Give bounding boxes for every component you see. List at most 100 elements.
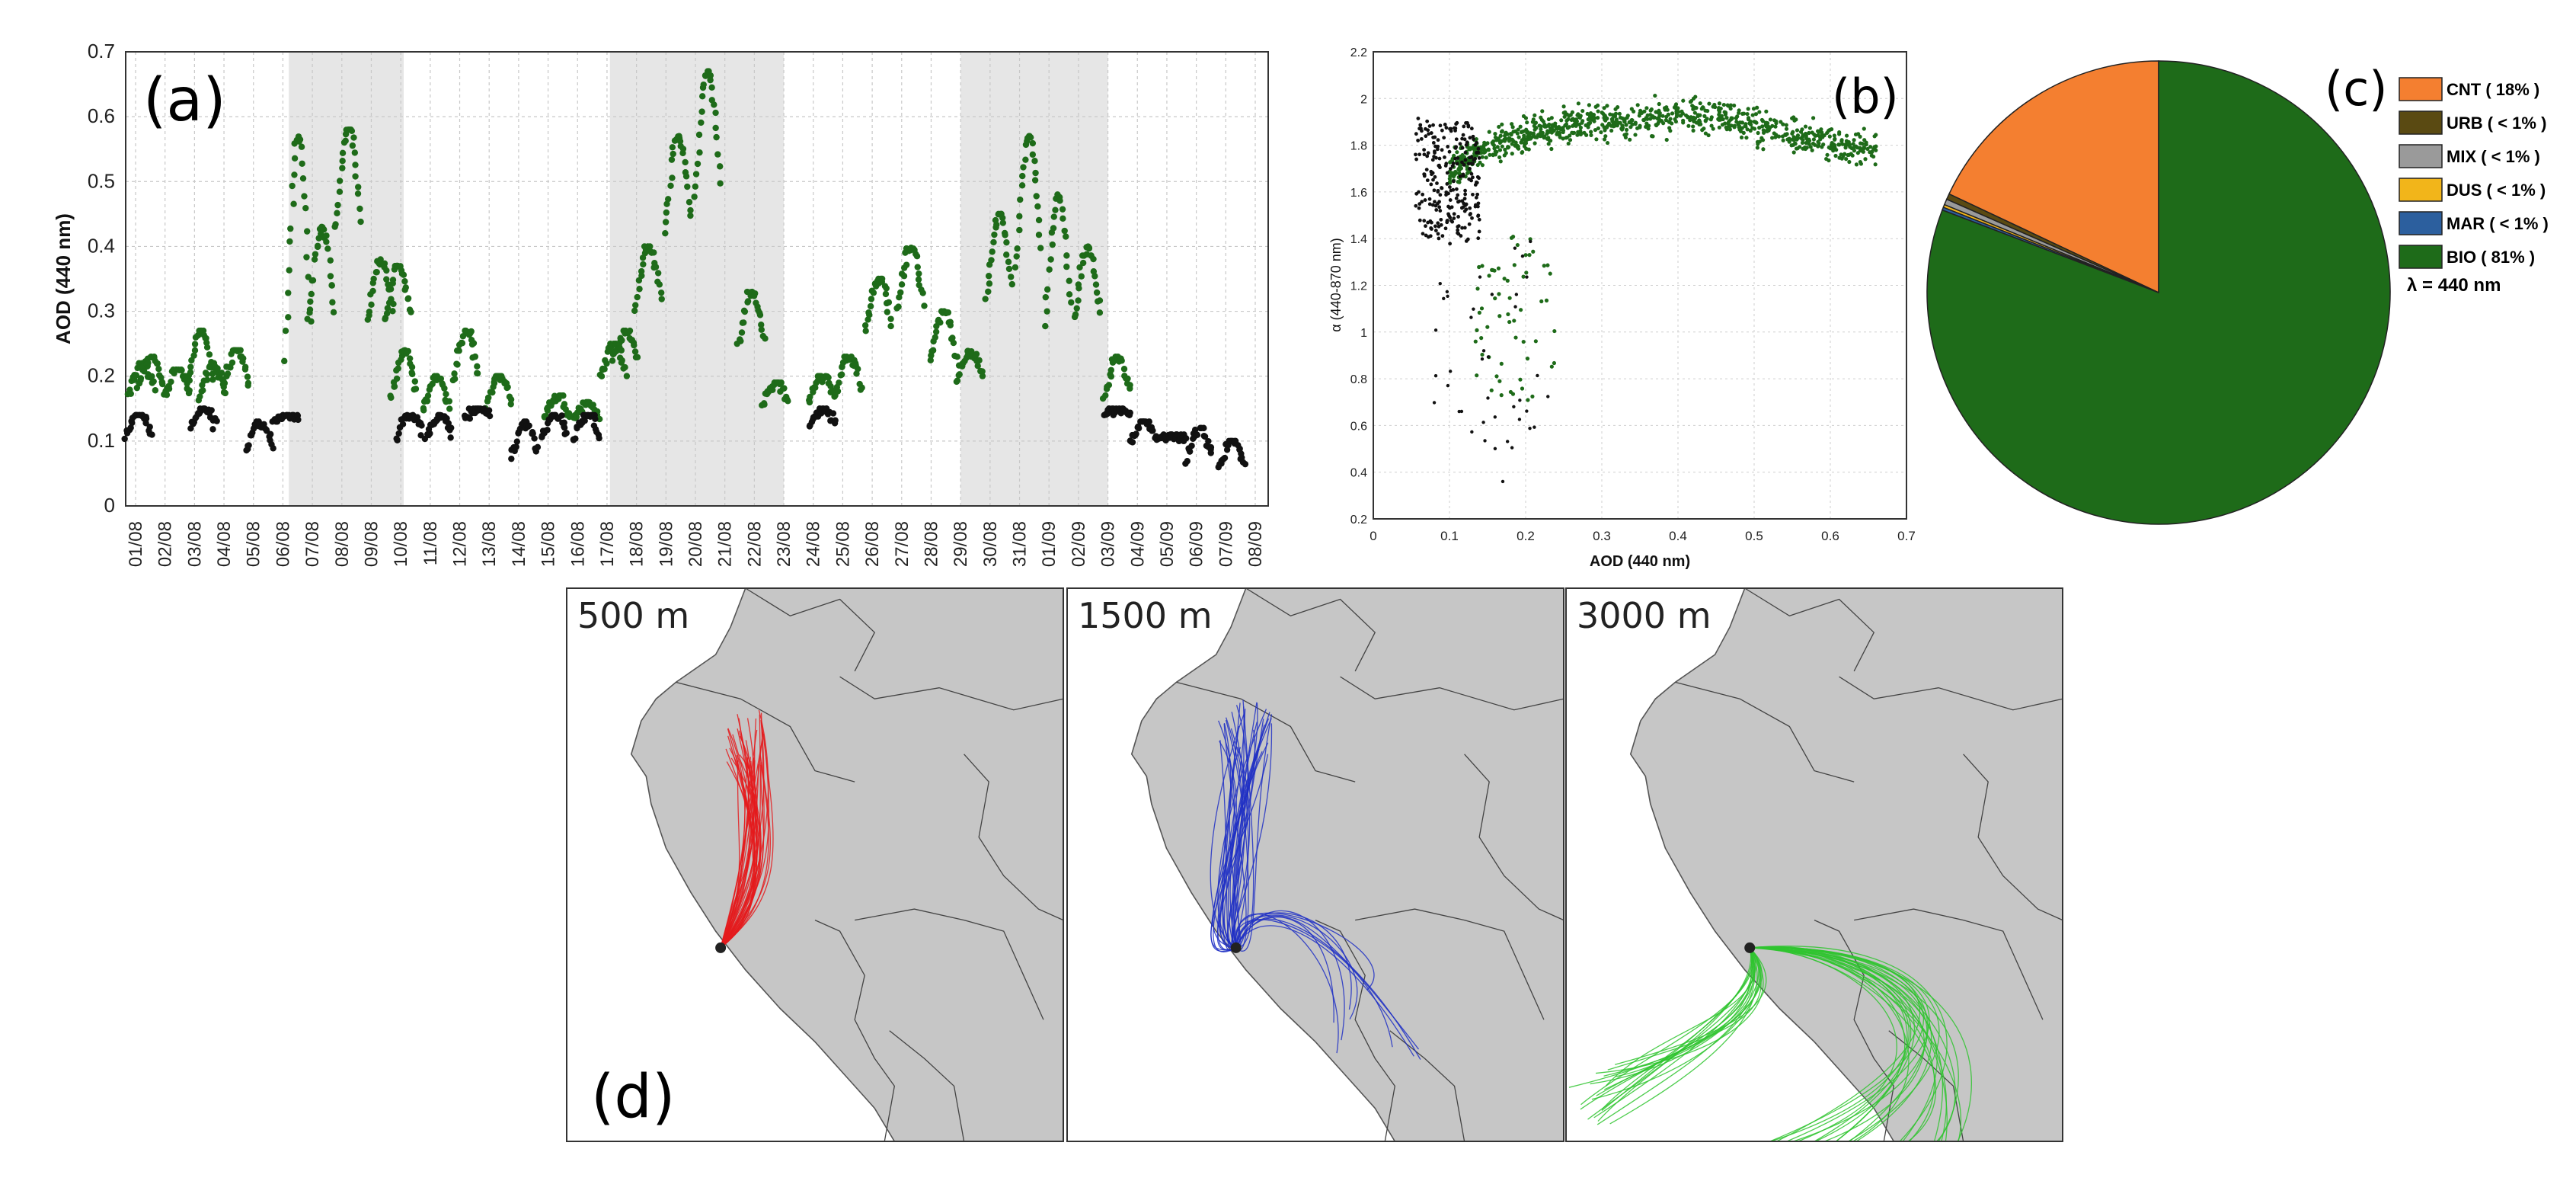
data-point-non-bio-16 xyxy=(1221,454,1229,462)
bio-point xyxy=(1484,155,1488,160)
data-point-bio-14 xyxy=(455,347,462,354)
bio-point xyxy=(1596,109,1600,114)
bio-point xyxy=(1858,134,1862,139)
data-point-bio-29 xyxy=(932,334,938,341)
data-point-bio-9 xyxy=(334,210,340,216)
data-point-non-bio-13 xyxy=(1133,430,1139,437)
bio-point xyxy=(1513,335,1518,340)
data-point-bio-32 xyxy=(1031,177,1039,184)
data-point-bio-10 xyxy=(383,267,390,274)
bio-point xyxy=(1706,133,1711,138)
data-point-bio-33 xyxy=(1050,225,1057,232)
bio-point xyxy=(1580,108,1585,114)
bio-point xyxy=(1612,120,1617,125)
bio-point xyxy=(1781,138,1785,142)
data-point-bio-9 xyxy=(351,149,359,156)
bio-point xyxy=(1510,122,1514,126)
bio-point xyxy=(1577,115,1582,120)
x-tick-label: 10/08 xyxy=(391,521,411,567)
data-point-bio-4 xyxy=(186,377,193,384)
bio-point xyxy=(1743,122,1748,126)
bio-point xyxy=(1475,328,1479,332)
bio-point xyxy=(1873,162,1878,167)
data-point-bio-2 xyxy=(155,365,162,373)
nonbio-point xyxy=(1454,187,1459,191)
data-point-non-bio-8 xyxy=(526,422,532,429)
data-point-bio-29 xyxy=(937,319,944,326)
bio-point xyxy=(1847,152,1852,157)
nonbio-point xyxy=(1437,156,1442,161)
nonbio-point xyxy=(1437,236,1441,241)
bio-point xyxy=(1572,118,1577,123)
bio-point xyxy=(1784,126,1789,131)
data-point-bio-12 xyxy=(409,370,416,378)
data-point-bio-29 xyxy=(947,322,954,329)
data-point-bio-32 xyxy=(1012,264,1019,271)
nonbio-point xyxy=(1454,137,1459,142)
map-frame xyxy=(566,587,1064,1142)
panel-a-frame xyxy=(125,51,1269,507)
nonbio-point xyxy=(1438,165,1442,170)
data-point-bio-22 xyxy=(714,151,721,158)
nonbio-point xyxy=(1449,188,1453,193)
data-point-non-bio-15 xyxy=(1205,437,1212,445)
map-frame xyxy=(1066,587,1564,1142)
data-point-bio-9 xyxy=(342,137,349,145)
data-point-bio-9 xyxy=(356,205,363,213)
data-point-bio-7 xyxy=(287,225,294,232)
bio-point xyxy=(1795,128,1800,133)
bio-point xyxy=(1853,132,1858,137)
bio-point xyxy=(1739,135,1744,140)
bio-point xyxy=(1724,125,1728,130)
data-point-bio-35 xyxy=(1120,366,1128,373)
bio-point xyxy=(1863,157,1868,162)
pie-slice-cnt xyxy=(1948,60,2159,294)
data-point-bio-21 xyxy=(669,144,676,151)
nonbio-point xyxy=(1536,373,1539,378)
data-point-bio-20 xyxy=(634,293,641,301)
panel-a-ylabel: AOD (440 nm) xyxy=(52,213,75,344)
nonbio-point xyxy=(1421,232,1425,236)
bio-point xyxy=(1804,146,1809,150)
bio-point xyxy=(1561,130,1565,135)
data-point-bio-32 xyxy=(1029,139,1037,147)
bio-point xyxy=(1455,150,1459,155)
nonbio-point xyxy=(1432,188,1437,193)
trajectory-line xyxy=(1590,947,1759,1085)
trajectory-line xyxy=(1750,946,1908,1142)
data-point-non-bio-6 xyxy=(447,434,454,441)
bio-point xyxy=(1858,141,1863,146)
bio-point xyxy=(1855,151,1860,155)
bio-point xyxy=(1525,120,1529,125)
nonbio-point xyxy=(1432,155,1437,158)
bio-point xyxy=(1844,139,1849,143)
nonbio-point xyxy=(1422,152,1427,157)
nonbio-point xyxy=(1462,162,1466,167)
map-border xyxy=(839,676,1064,711)
data-point-non-bio-13 xyxy=(1135,423,1142,430)
bio-point xyxy=(1831,142,1836,147)
map-title: 3000 m xyxy=(1577,595,1711,636)
nonbio-point xyxy=(1476,214,1480,218)
nonbio-point xyxy=(1440,234,1445,238)
nonbio-point xyxy=(1469,126,1474,131)
bio-point xyxy=(1717,101,1722,106)
trajectory-map-2: 1500 m xyxy=(1066,587,1564,1142)
nonbio-point xyxy=(1472,307,1475,311)
bio-point xyxy=(1737,123,1741,128)
nonbio-point xyxy=(1448,198,1453,202)
bio-point xyxy=(1728,106,1733,111)
data-point-bio-15 xyxy=(484,394,492,402)
nonbio-point xyxy=(1518,398,1522,402)
bio-point xyxy=(1474,137,1478,142)
bio-point xyxy=(1657,114,1662,118)
data-point-non-bio-6 xyxy=(427,430,433,437)
x-tick-label: 06/09 xyxy=(1187,521,1207,567)
bio-point xyxy=(1497,138,1502,143)
x-tick-label: 0.1 xyxy=(1440,529,1459,543)
bio-point xyxy=(1773,135,1778,139)
bio-point xyxy=(1851,142,1855,146)
data-point-bio-9 xyxy=(339,165,346,171)
data-point-bio-7 xyxy=(285,314,292,321)
bio-point xyxy=(1479,306,1485,311)
